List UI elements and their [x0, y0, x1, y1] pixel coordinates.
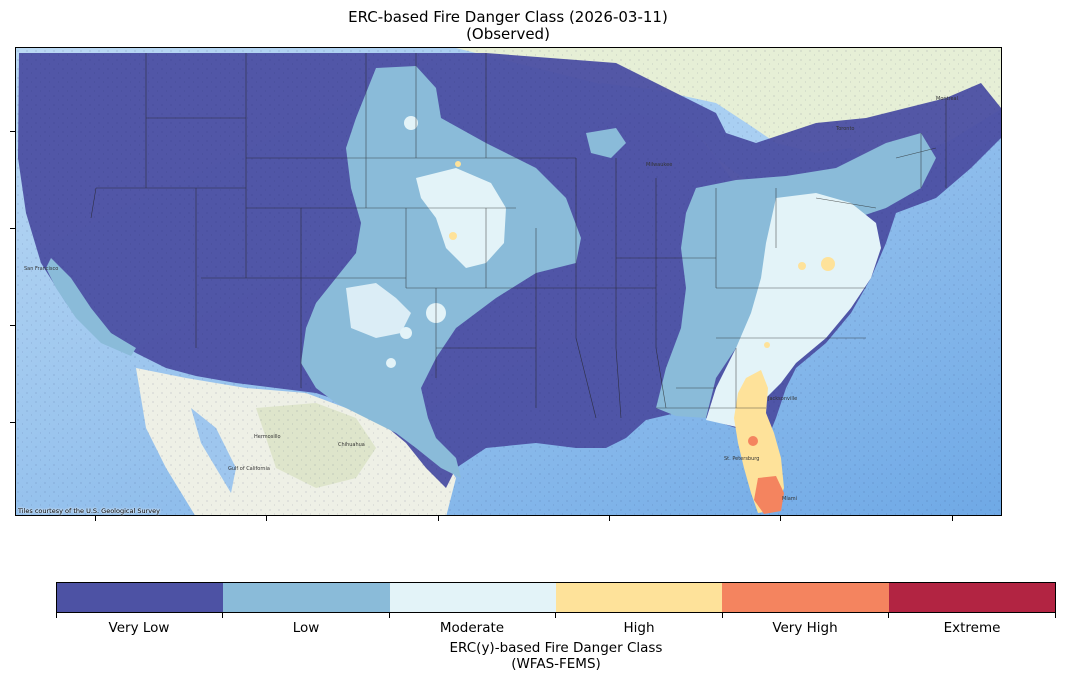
fire-danger-map[interactable]: San Francisco Hermosillo Chihuahua Gulf …: [15, 47, 1002, 516]
class-moderate-spot: [400, 327, 412, 339]
basemap-label: Gulf of California: [228, 466, 270, 472]
colorbar-tick: [1055, 613, 1056, 618]
class-moderate-sw: [346, 283, 411, 338]
map-attribution: Tiles courtesy of the U.S. Geological Su…: [18, 507, 160, 515]
legend-source: (WFAS-FEMS): [511, 656, 601, 672]
legend-title: ERC(y)-based Fire Danger Class: [449, 640, 663, 656]
legend-label-extreme: Extreme: [943, 620, 1001, 636]
basemap-label: San Francisco: [24, 266, 58, 272]
state-boundaries: [90, 53, 947, 419]
y-tick: [10, 422, 15, 423]
basemap-label: Milwaukee: [646, 162, 672, 168]
class-low-wi: [586, 128, 626, 158]
class-low-coast: [46, 258, 136, 356]
colorbar-low: [223, 583, 390, 612]
class-very-high-spot: [748, 436, 758, 446]
class-moderate-ne: [416, 168, 506, 268]
class-high-spot: [821, 257, 835, 271]
basemap-label: Jacksonville: [767, 396, 797, 402]
class-high-spot: [764, 342, 770, 348]
basemap-label: St. Petersburg: [724, 456, 759, 462]
x-tick: [95, 516, 96, 521]
class-moderate-se: [706, 193, 881, 428]
basemap-label: Toronto: [835, 126, 854, 132]
legend-label-high: High: [623, 620, 655, 636]
x-tick: [438, 516, 439, 521]
x-tick: [266, 516, 267, 521]
basemap-label: Hermosillo: [254, 434, 281, 440]
class-high-spot: [449, 232, 457, 240]
colorbar-tick: [555, 613, 556, 618]
chart-subtitle: (Observed): [466, 25, 550, 43]
colorbar-moderate: [389, 583, 556, 612]
class-low-central: [301, 66, 581, 478]
y-tick: [10, 131, 15, 132]
class-moderate-spot: [386, 358, 396, 368]
colorbar-very-high: [722, 583, 889, 612]
colorbar-tick: [389, 613, 390, 618]
x-tick: [780, 516, 781, 521]
basemap-label: Miami: [782, 496, 797, 502]
class-low-east: [656, 133, 936, 418]
legend-label-low: Low: [292, 620, 320, 636]
basemap-label: Montreal: [936, 96, 958, 102]
x-tick: [609, 516, 610, 521]
legend-label-very-high: Very High: [772, 620, 838, 636]
y-tick: [10, 228, 15, 229]
y-tick: [10, 325, 15, 326]
colorbar-high: [555, 583, 723, 612]
legend-label-very-low: Very Low: [108, 620, 170, 636]
legend-label-moderate: Moderate: [439, 620, 505, 636]
colorbar-tick: [222, 613, 223, 618]
class-high-spot: [455, 161, 461, 167]
colorbar-tick: [722, 613, 723, 618]
chart-title: ERC-based Fire Danger Class (2026-03-11): [348, 8, 668, 26]
colorbar: [56, 582, 1056, 613]
colorbar-tick: [56, 613, 57, 618]
basemap-label: Chihuahua: [338, 442, 365, 448]
colorbar-tick: [888, 613, 889, 618]
class-very-high-fl: [754, 476, 784, 514]
class-moderate-spot: [404, 116, 418, 130]
class-high-spot: [798, 262, 806, 270]
colorbar-extreme: [888, 583, 1055, 612]
colorbar-very-low: [57, 583, 224, 612]
x-tick: [952, 516, 953, 521]
